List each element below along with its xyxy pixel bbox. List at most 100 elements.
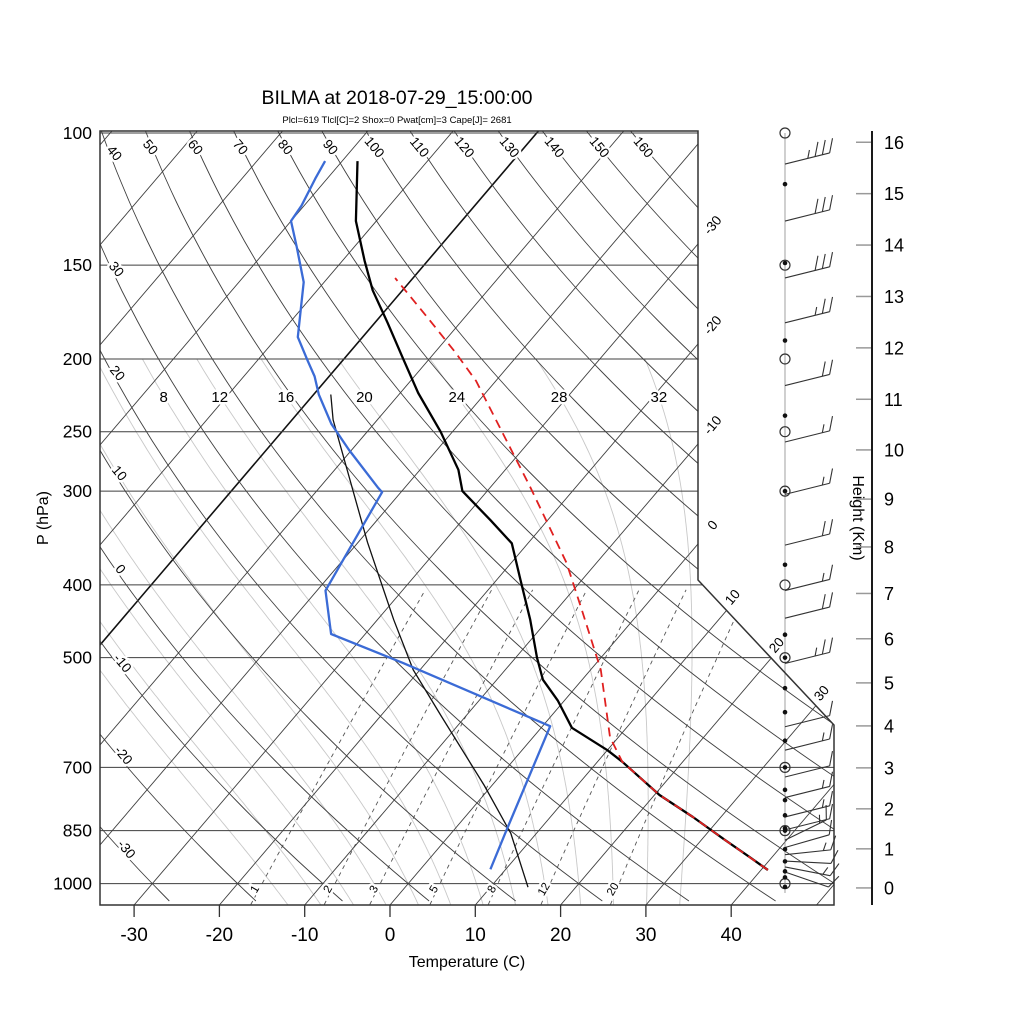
mandatory-level-circle	[779, 426, 791, 438]
isotherm-label: 20	[766, 635, 787, 656]
pressure-tick-label: 250	[63, 422, 92, 442]
mandatory-level-circle	[779, 353, 791, 365]
dry-adiabat-label: 110	[407, 134, 432, 160]
significant-level-dot	[782, 685, 788, 691]
temperature-axis-label: Temperature (C)	[409, 954, 525, 971]
mixing-ratio-label: 1	[249, 884, 263, 896]
pressure-axis-label: P (hPa)	[35, 491, 52, 545]
wind-barb	[784, 819, 833, 849]
significant-level-dot	[782, 859, 788, 864]
significant-level-dot	[782, 562, 788, 568]
significant-level-dot	[782, 828, 788, 833]
dry-adiabat-label: -10	[110, 651, 134, 676]
pressure-tick-label: 100	[63, 123, 92, 143]
height-tick-label: 4	[884, 716, 894, 736]
height-tick-label: 14	[884, 236, 904, 256]
temperature-tick-label: -20	[206, 925, 233, 946]
height-tick-label: 0	[884, 878, 894, 898]
significant-level-dot	[782, 813, 788, 818]
wind-barb	[784, 637, 834, 665]
wind-barb	[784, 835, 837, 856]
significant-level-dot	[782, 655, 788, 660]
dry-adiabat-label: 20	[107, 363, 128, 384]
wind-barb	[784, 724, 834, 751]
height-tick-label: 11	[884, 390, 903, 410]
height-tick-label: 15	[884, 184, 904, 204]
temperature-tick-label: 20	[550, 925, 571, 946]
wind-barb	[784, 359, 834, 387]
isotherm-label: 0	[704, 517, 720, 532]
moist-adiabat-label: 16	[278, 389, 295, 406]
significant-level-dot	[782, 632, 788, 638]
dry-adiabat-label: 130	[496, 134, 522, 161]
temperature-tick-label: 30	[635, 925, 656, 946]
dry-adiabat-label: 70	[230, 137, 251, 158]
pressure-tick-label: 400	[63, 575, 92, 595]
dry-adiabat-label: -30	[114, 837, 138, 862]
significant-level-dot	[782, 709, 788, 715]
temperature-tick-label: -30	[120, 925, 147, 946]
mandatory-level-circle	[779, 652, 791, 664]
isotherm-label: -30	[701, 213, 725, 238]
significant-level-dot	[782, 738, 788, 743]
chart-title: BILMA at 2018-07-29_15:00:00	[261, 87, 532, 109]
mixing-ratio-label: 3	[368, 884, 382, 896]
significant-level-dot	[782, 884, 788, 890]
height-tick-label: 3	[884, 758, 894, 778]
significant-level-dot	[782, 797, 788, 803]
height-tick-label: 2	[884, 799, 894, 819]
moist-adiabat-label: 8	[159, 389, 167, 406]
significant-level-dot	[782, 765, 788, 770]
mandatory-level-circle	[779, 485, 791, 497]
temperature-curve	[354, 161, 769, 871]
wind-barb	[784, 195, 834, 222]
mandatory-level-circle	[779, 579, 791, 591]
axes: 50 60 70 80 90 100 110 120 130 140 150 160403020100…	[53, 123, 904, 946]
mixing-ratio-label: 2	[322, 884, 336, 896]
isotherm-label: -20	[701, 313, 725, 338]
wind-barb	[784, 519, 834, 546]
dry-adiabat-label: 50	[140, 137, 161, 158]
dry-adiabat-label: 10	[109, 463, 130, 484]
wind-barb	[784, 468, 834, 495]
height-tick-label: 7	[884, 584, 894, 604]
significant-level-dot	[782, 875, 788, 880]
wind-barb	[784, 416, 834, 443]
wind-barb-column	[779, 127, 840, 893]
pressure-tick-label: 200	[63, 349, 92, 369]
height-tick-label: 8	[884, 537, 894, 557]
isotherm-label: -10	[701, 413, 725, 438]
height-tick-label: 16	[884, 133, 904, 153]
wind-barb	[784, 863, 840, 877]
wind-barb	[784, 138, 834, 165]
significant-level-dot	[782, 260, 788, 266]
significant-level-dot	[782, 181, 788, 187]
isotherm-label: 10	[722, 587, 743, 608]
wind-barb	[784, 751, 834, 778]
pressure-tick-label: 500	[63, 648, 92, 668]
significant-level-dot	[782, 787, 788, 793]
wind-barb	[784, 592, 834, 619]
moist-adiabat-label: 24	[448, 389, 465, 406]
height-tick-label: 9	[884, 490, 894, 510]
wind-barb	[784, 296, 834, 324]
mandatory-level-circle	[779, 825, 791, 837]
height-tick-label: 6	[884, 629, 894, 649]
dry-adiabat-label: 90	[320, 137, 341, 158]
dry-adiabat-label: 60	[185, 137, 206, 158]
pressure-tick-label: 150	[63, 255, 92, 275]
dry-adiabat-label: 80	[275, 137, 296, 158]
significant-level-dot	[782, 488, 788, 494]
wind-barb	[784, 803, 834, 831]
wind-barb	[784, 790, 834, 818]
mandatory-level-circle	[779, 259, 791, 271]
moist-adiabat-label: 28	[551, 389, 568, 406]
dewpoint-curve	[289, 160, 552, 870]
temperature-tick-label: 10	[465, 925, 486, 946]
height-tick-label: 1	[884, 839, 894, 859]
wind-barb	[784, 700, 834, 728]
wind-barb	[784, 804, 827, 841]
height-tick-label: 13	[884, 287, 904, 307]
